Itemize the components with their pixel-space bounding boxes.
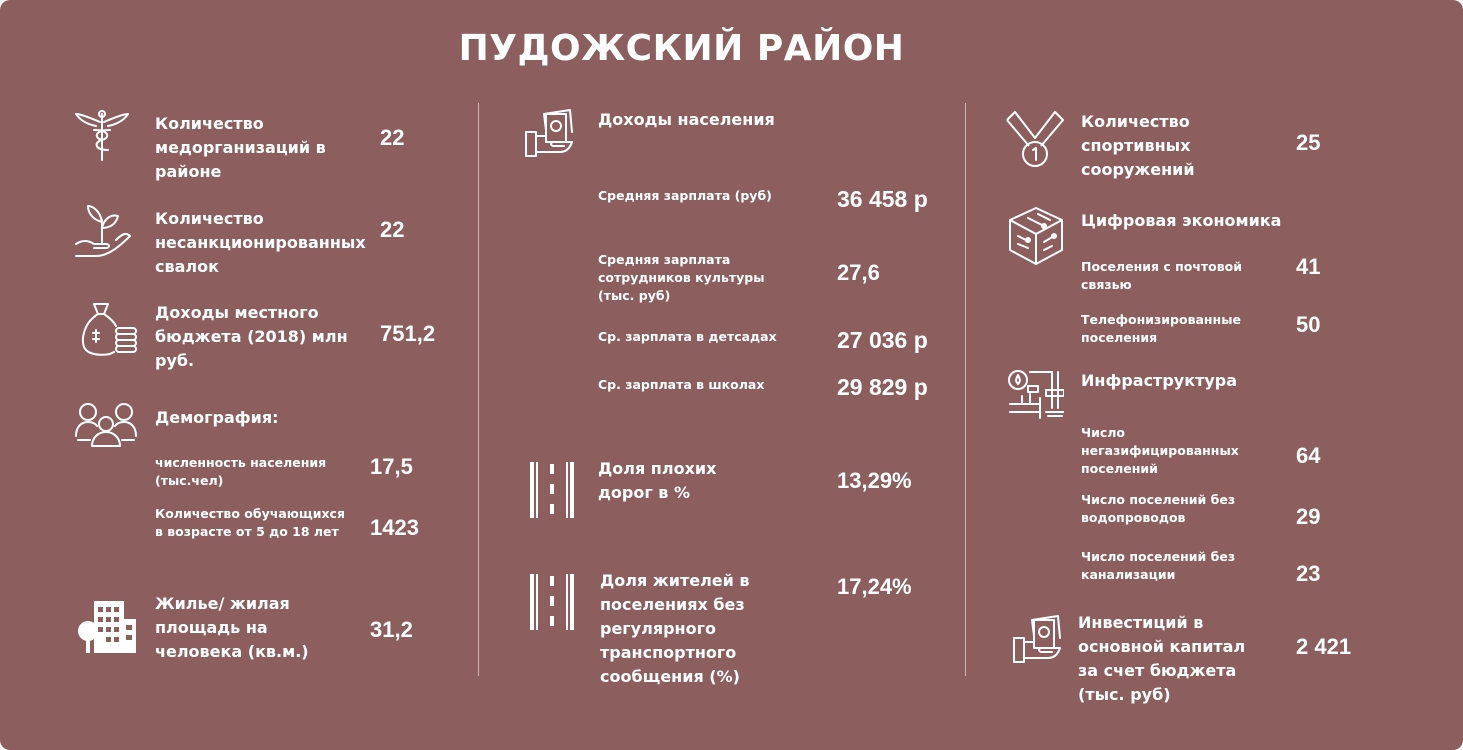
road-icon	[528, 462, 576, 518]
hand-sprout-icon	[72, 200, 134, 262]
dumps-value: 22	[380, 217, 405, 242]
buildings-icon	[76, 597, 138, 655]
hand-money-icon	[1012, 614, 1064, 666]
postal-value: 41	[1296, 254, 1321, 279]
infrastructure-label: Инфраструктура	[1081, 371, 1238, 390]
money-bag-icon	[78, 300, 138, 360]
no-water-label: Число поселений без водопроводов	[1081, 492, 1236, 525]
investment-label: Инвестиций в основной капитал за счет бю…	[1078, 613, 1246, 704]
culture-salary-value: 27,6	[837, 260, 880, 285]
students-value: 1423	[370, 515, 419, 540]
housing-label: Жилье/ жилая площадь на человека (кв.м.)	[155, 594, 309, 661]
no-gas-label: Число негазифицированных поселений	[1081, 425, 1239, 476]
avg-salary-value: 36 458 р	[837, 186, 928, 212]
column-divider-left	[478, 103, 479, 676]
people-group-icon	[74, 400, 138, 448]
population-label: численность населения (тыс.чел)	[155, 455, 327, 488]
road-icon	[528, 574, 576, 630]
telephone-label: Телефонизированные поселения	[1081, 312, 1241, 345]
med-org-value: 22	[380, 125, 405, 150]
investment-value: 2 421	[1296, 634, 1352, 659]
demography-label: Демография:	[155, 408, 279, 427]
telephone-value: 50	[1296, 312, 1321, 337]
bad-roads-value: 13,29%	[837, 468, 912, 493]
school-salary-label: Ср. зарплата в школах	[598, 377, 765, 392]
population-value: 17,5	[370, 454, 413, 479]
culture-salary-label: Средняя зарплата сотрудников культуры (т…	[598, 252, 765, 303]
digital-economy-label: Цифровая экономика	[1081, 211, 1282, 230]
no-sewer-value: 23	[1296, 561, 1321, 586]
income-label: Доходы населения	[598, 110, 775, 129]
kindergarten-salary-value: 27 036 р	[837, 327, 928, 353]
budget-label: Доходы местного бюджета (2018) млн руб.	[155, 303, 348, 370]
medical-caduceus-icon	[74, 108, 130, 164]
avg-salary-label: Средняя зарплата (руб)	[598, 188, 772, 203]
med-org-label: Количество медорганизаций в районе	[155, 114, 326, 181]
pipes-icon	[1006, 368, 1064, 420]
chip-cube-icon	[1008, 206, 1064, 266]
postal-label: Поселения с почтовой связью	[1081, 259, 1242, 292]
medal-icon	[1005, 110, 1065, 170]
bad-roads-label: Доля плохих дорог в %	[598, 459, 717, 502]
column-divider-right	[965, 103, 966, 676]
no-transport-label: Доля жителей в поселениях без регулярног…	[600, 571, 750, 686]
housing-value: 31,2	[370, 617, 413, 642]
dumps-label: Количество несанкционированных свалок	[155, 209, 366, 276]
sport-label: Количество спортивных сооружений	[1081, 112, 1195, 179]
no-sewer-label: Число поселений без канализации	[1081, 549, 1236, 582]
hand-money-icon	[524, 108, 576, 160]
sport-value: 25	[1296, 130, 1321, 155]
budget-value: 751,2	[380, 321, 436, 346]
no-water-value: 29	[1296, 504, 1321, 529]
kindergarten-salary-label: Ср. зарплата в детсадах	[598, 329, 777, 344]
school-salary-value: 29 829 р	[837, 374, 928, 400]
no-gas-value: 64	[1296, 443, 1321, 468]
no-transport-value: 17,24%	[837, 574, 912, 599]
page-title: ПУДОЖСКИЙ РАЙОН	[458, 28, 905, 69]
students-label: Количество обучающихся в возрасте от 5 д…	[155, 506, 345, 539]
